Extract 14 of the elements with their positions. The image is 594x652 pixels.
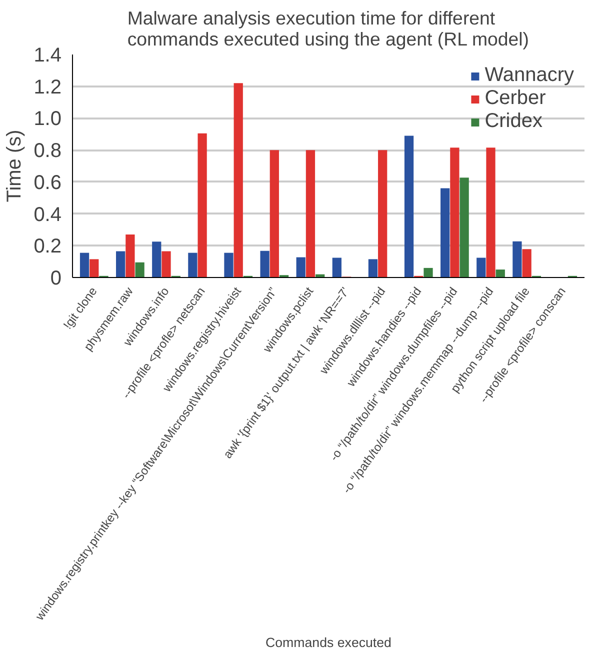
y-tick-label: 1.0 <box>34 108 62 130</box>
y-tick-label: 0 <box>50 268 62 290</box>
y-tick-label: 1.4 <box>34 44 62 66</box>
y-tick-label: 0.4 <box>34 204 62 226</box>
y-tick-label: 0.6 <box>34 172 62 194</box>
legend-label: Cridex <box>484 110 542 133</box>
chart-title: Malware analysis execution time for different commands executed using the agent (RL model) <box>127 8 530 50</box>
x-axis-title: Commands executed <box>266 634 392 650</box>
legend-label: Cerber <box>484 87 546 110</box>
y-tick-label: 1.2 <box>34 76 62 98</box>
y-tick-label: 0.2 <box>34 236 62 258</box>
legend-label: Wannacry <box>484 64 574 87</box>
y-axis-title: Time (s) <box>4 130 26 202</box>
y-tick-label: 0.8 <box>34 140 62 162</box>
